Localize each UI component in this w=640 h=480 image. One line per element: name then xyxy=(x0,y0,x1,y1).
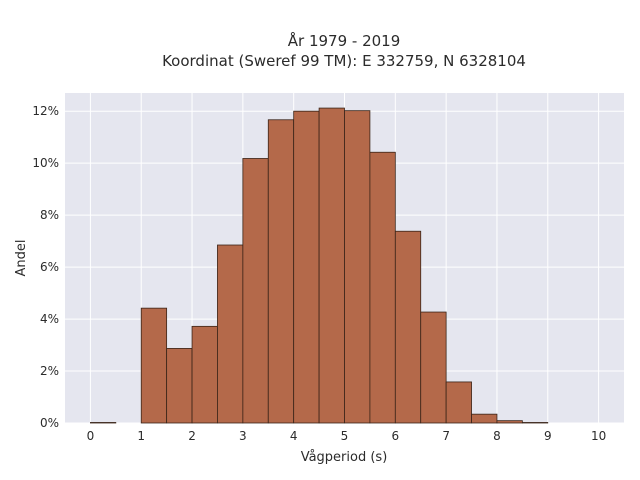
x-tick-label: 8 xyxy=(493,429,501,443)
y-tick-label: 8% xyxy=(40,208,59,222)
x-tick-label: 7 xyxy=(442,429,450,443)
y-axis-label: Andel xyxy=(14,240,29,277)
x-tick-labels: 0 1 2 3 4 5 6 7 8 9 10 xyxy=(87,429,607,443)
histogram-bar xyxy=(293,110,320,424)
x-tick-label: 2 xyxy=(188,429,196,443)
chart-title-line1: År 1979 - 2019 xyxy=(288,31,401,50)
histogram-bar xyxy=(344,110,371,424)
y-tick-labels: 0% 2% 4% 6% 8% 10% 12% xyxy=(32,104,59,430)
x-tick-label: 1 xyxy=(137,429,145,443)
histogram-bar xyxy=(369,151,396,424)
histogram-bar xyxy=(217,244,244,424)
bars xyxy=(90,107,549,424)
histogram-bar xyxy=(318,107,345,424)
histogram-bar xyxy=(496,420,523,424)
x-tick-label: 10 xyxy=(591,429,606,443)
x-tick-label: 3 xyxy=(239,429,247,443)
y-tick-label: 12% xyxy=(32,104,59,118)
histogram-bar xyxy=(267,119,295,424)
y-tick-label: 4% xyxy=(40,312,59,326)
chart-title-line2: Koordinat (Sweref 99 TM): E 332759, N 63… xyxy=(162,52,526,70)
x-tick-label: 0 xyxy=(87,429,95,443)
histogram-bar xyxy=(445,381,472,424)
x-tick-label: 9 xyxy=(544,429,552,443)
histogram-bar xyxy=(90,422,117,424)
histogram-bar xyxy=(394,230,422,424)
y-tick-label: 2% xyxy=(40,364,59,378)
x-tick-label: 6 xyxy=(391,429,399,443)
histogram-bar xyxy=(242,158,269,424)
x-tick-label: 4 xyxy=(290,429,298,443)
x-tick-label: 5 xyxy=(341,429,349,443)
histogram-bar xyxy=(191,325,218,424)
y-tick-label: 10% xyxy=(32,156,59,170)
histogram-bar xyxy=(166,348,193,424)
histogram-bar xyxy=(521,422,549,424)
histogram-bar xyxy=(140,307,168,424)
y-tick-label: 6% xyxy=(40,260,59,274)
histogram-bar xyxy=(471,413,498,424)
y-tick-label: 0% xyxy=(40,416,59,430)
histogram-bar xyxy=(420,311,447,424)
x-axis-label: Vågperiod (s) xyxy=(301,450,388,465)
